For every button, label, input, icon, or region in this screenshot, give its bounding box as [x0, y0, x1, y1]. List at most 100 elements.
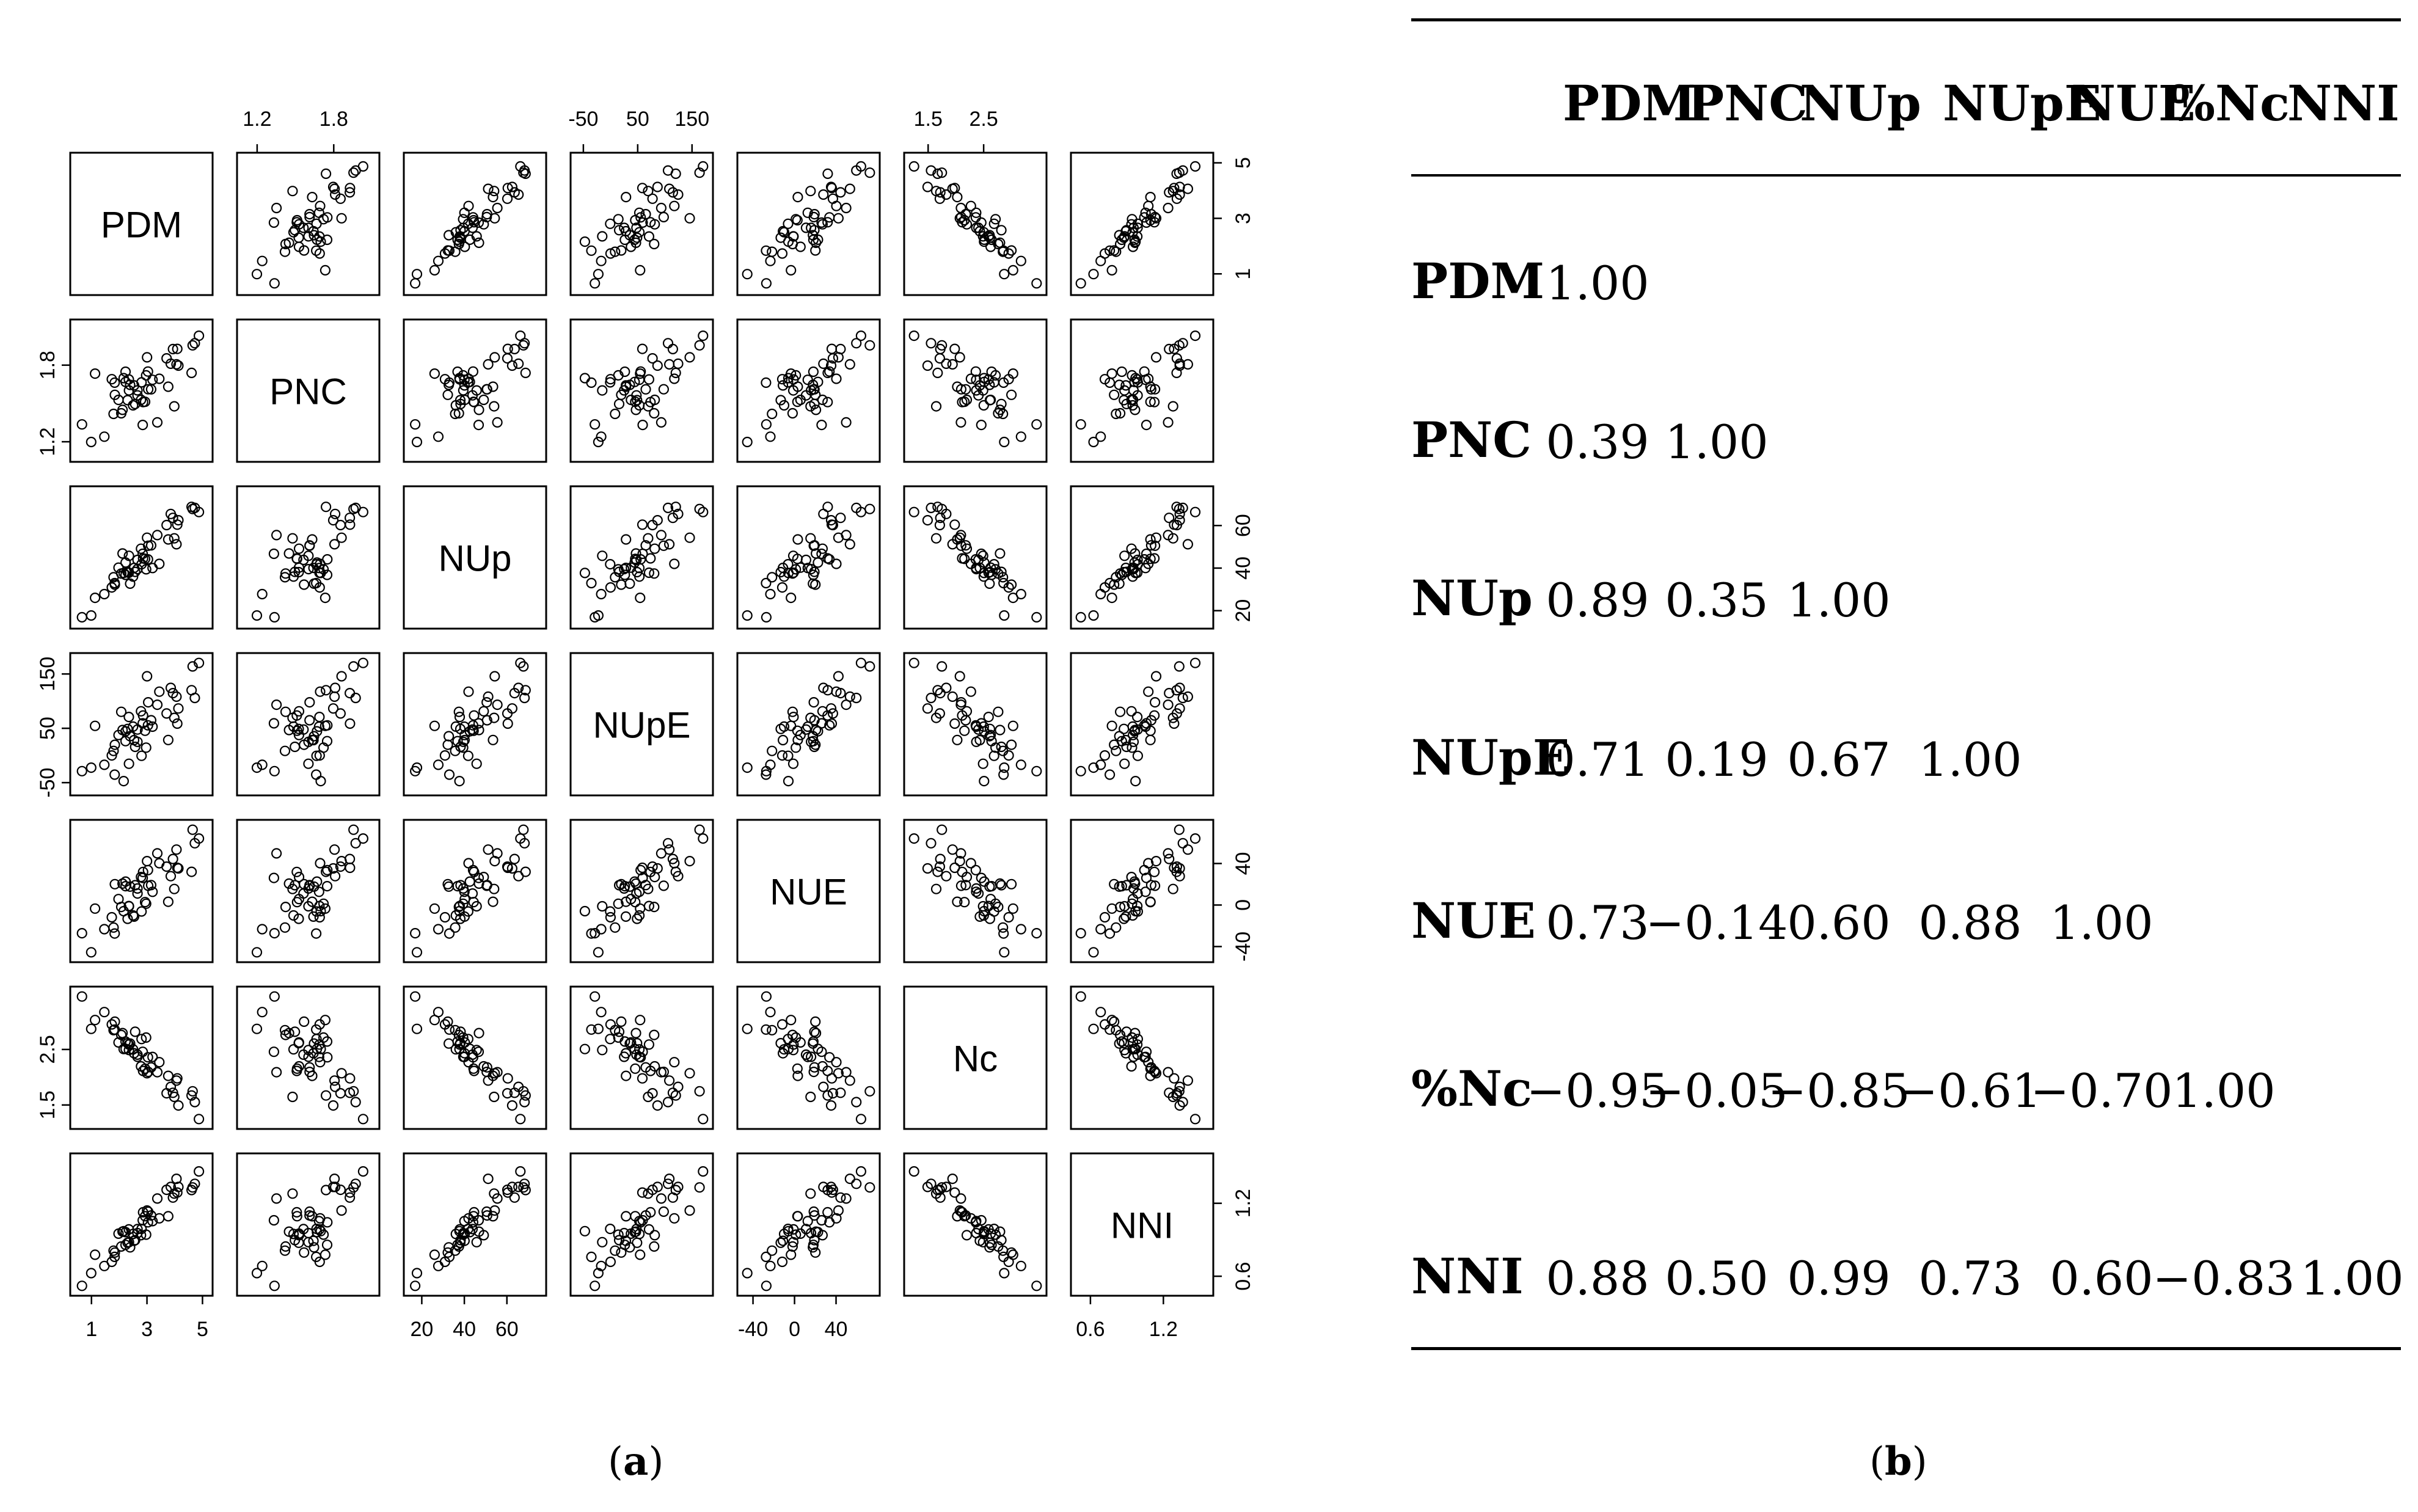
tick-label: 2.5 — [969, 108, 998, 131]
data-point — [1006, 1247, 1017, 1258]
data-point — [141, 742, 152, 753]
tick-label: 1.2 — [1232, 1189, 1255, 1218]
data-point — [971, 374, 982, 385]
data-point — [128, 911, 140, 922]
data-point — [787, 1236, 799, 1247]
data-point — [949, 1187, 960, 1198]
data-point — [488, 734, 499, 745]
data-point — [350, 1097, 361, 1108]
data-point — [802, 721, 813, 732]
data-point — [502, 861, 513, 872]
data-point — [173, 703, 184, 714]
data-point — [76, 927, 87, 939]
data-point — [1099, 911, 1111, 923]
data-point — [123, 711, 134, 723]
data-point — [115, 1029, 127, 1040]
data-point — [634, 1051, 645, 1062]
data-point — [251, 947, 263, 958]
data-point — [937, 824, 948, 835]
data-point — [605, 582, 616, 593]
data-point — [658, 880, 670, 891]
data-point — [251, 1268, 263, 1279]
data-point — [616, 245, 627, 256]
data-point — [1127, 910, 1138, 921]
data-point — [99, 1007, 110, 1018]
data-point — [459, 1235, 470, 1246]
panel-frame — [69, 652, 214, 797]
data-point — [742, 762, 753, 773]
data-point — [777, 1235, 789, 1246]
data-point — [320, 502, 332, 513]
data-point — [308, 734, 319, 746]
data-point — [998, 922, 1009, 933]
data-point — [792, 1211, 803, 1222]
data-point — [630, 548, 641, 559]
data-point — [329, 871, 341, 882]
data-point — [669, 1213, 680, 1224]
data-point — [335, 1184, 346, 1196]
data-point — [279, 1245, 291, 1256]
data-point — [663, 183, 675, 194]
data-point — [988, 218, 999, 229]
data-point — [579, 1225, 591, 1236]
tick-label: 0 — [1232, 899, 1255, 911]
data-point — [132, 883, 143, 894]
data-point — [161, 861, 172, 872]
data-point — [835, 187, 846, 198]
data-point — [656, 530, 667, 541]
data-point — [117, 548, 128, 559]
data-point — [970, 212, 981, 223]
data-point — [761, 1280, 772, 1291]
data-point — [932, 502, 943, 513]
data-point — [454, 775, 465, 787]
data-point — [864, 340, 875, 351]
data-point — [473, 419, 484, 431]
data-point — [827, 1087, 839, 1099]
data-point — [308, 1235, 319, 1246]
panel-NUE-vs-NUp — [403, 819, 547, 963]
data-point — [855, 161, 867, 172]
data-point — [698, 1166, 709, 1177]
data-point — [619, 569, 630, 580]
data-point — [269, 765, 280, 776]
data-point — [658, 540, 670, 551]
data-point — [429, 368, 440, 379]
data-point — [459, 1216, 470, 1227]
data-point — [816, 419, 827, 431]
table-cell: 1.00 — [2050, 896, 2153, 950]
data-point — [1143, 858, 1154, 869]
data-point — [163, 381, 173, 392]
data-point — [194, 1166, 205, 1177]
data-point — [1128, 736, 1139, 747]
data-point — [835, 513, 846, 524]
panel-frame — [736, 819, 881, 963]
data-point — [810, 1028, 822, 1039]
data-point — [932, 866, 943, 877]
panel-NNI-vs-PDM — [69, 1152, 214, 1297]
data-point — [1130, 237, 1141, 248]
data-point — [776, 750, 788, 761]
data-point — [1007, 720, 1018, 731]
data-point — [350, 1178, 361, 1189]
data-point — [348, 1086, 359, 1097]
data-point — [452, 736, 463, 747]
data-point — [1114, 568, 1126, 579]
data-point — [613, 398, 625, 409]
data-point — [187, 340, 198, 351]
data-point — [610, 1245, 621, 1256]
data-point — [280, 238, 291, 250]
data-point — [518, 824, 529, 835]
data-point — [137, 548, 148, 560]
data-point — [315, 1057, 326, 1068]
data-point — [947, 1173, 958, 1185]
data-point — [662, 338, 674, 349]
data-point — [492, 1067, 503, 1078]
data-point — [90, 903, 101, 914]
row-label: NUp — [1411, 569, 1533, 627]
data-point — [673, 1181, 684, 1192]
data-point — [439, 248, 451, 259]
data-point — [775, 232, 786, 243]
data-point — [467, 1224, 478, 1235]
data-point — [1015, 1260, 1026, 1271]
panel-NUp-vs-Nc — [903, 485, 1048, 630]
